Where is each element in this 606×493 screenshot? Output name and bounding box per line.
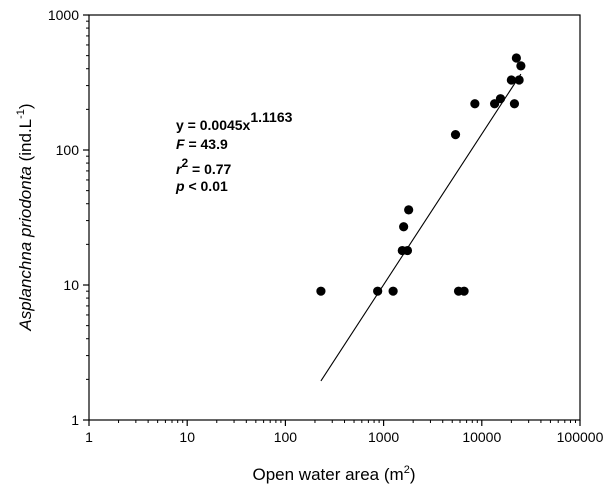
f-statistic-label: F = 43.9 — [176, 136, 228, 152]
data-point — [459, 286, 469, 296]
plot-area — [88, 14, 581, 421]
data-point — [399, 222, 409, 232]
x-axis-ticks: 1 10 100 1000 10000 100000 — [85, 420, 604, 445]
data-point — [402, 245, 413, 256]
data-point — [316, 286, 326, 296]
data-point — [404, 205, 414, 215]
regression-line — [320, 73, 522, 382]
x-tick-label: 100 — [274, 429, 298, 445]
data-point — [514, 75, 524, 85]
y-axis-ticks: 1 10 100 1000 — [48, 7, 89, 428]
data-point — [470, 99, 480, 109]
y-axis-title: Asplanchna priodonta (ind.L-1) — [15, 103, 35, 331]
x-tick-label: 10 — [179, 429, 195, 445]
data-point — [506, 75, 516, 85]
x-axis-title: Open water area (m2) — [253, 464, 416, 484]
y-tick-label: 1 — [71, 412, 79, 428]
x-tick-label: 1 — [85, 429, 93, 445]
data-point — [373, 286, 383, 296]
data-point — [388, 286, 398, 296]
p-value-label: p < 0.01 — [175, 178, 228, 194]
equation-label: y = 0.0045x1.1163 — [176, 109, 293, 133]
data-point — [450, 130, 461, 140]
data-points — [316, 53, 526, 296]
data-point — [509, 99, 520, 109]
x-tick-label: 100000 — [557, 429, 604, 445]
x-tick-label: 1000 — [368, 429, 399, 445]
y-tick-label: 1000 — [48, 7, 79, 23]
y-tick-label: 10 — [63, 277, 79, 293]
data-point — [516, 61, 526, 71]
x-tick-label: 10000 — [462, 429, 501, 445]
data-point — [511, 53, 521, 63]
r-squared-label: r2 = 0.77 — [176, 156, 232, 177]
fit-statistics: y = 0.0045x1.1163 F = 43.9 r2 = 0.77 p <… — [175, 109, 293, 194]
data-point — [495, 94, 506, 104]
y-tick-label: 100 — [56, 142, 80, 158]
